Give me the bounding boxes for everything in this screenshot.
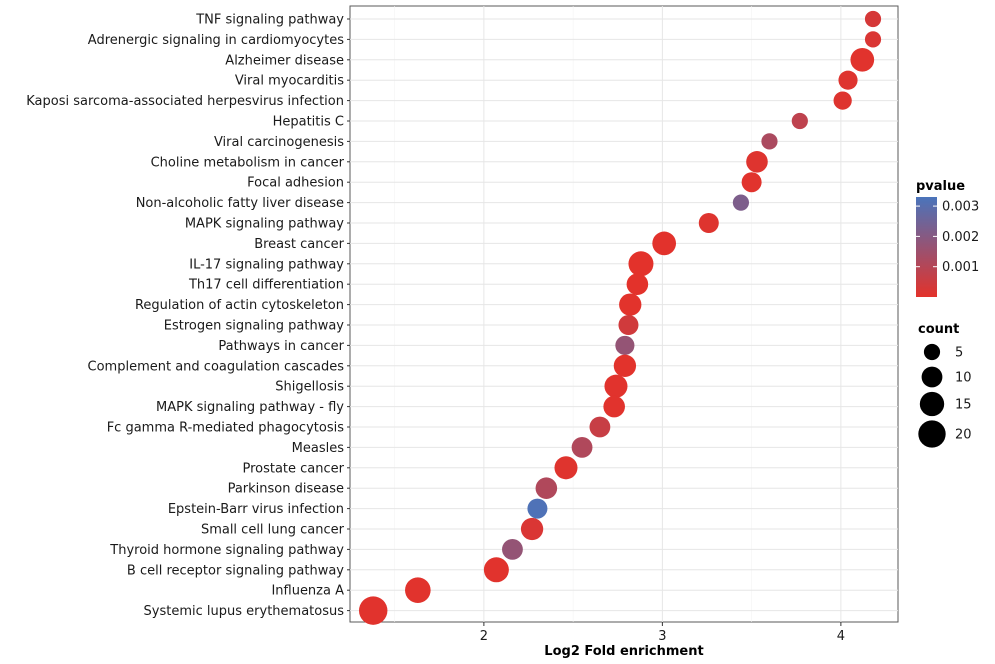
data-point <box>619 293 642 316</box>
x-tick-label: 4 <box>837 629 845 644</box>
data-point <box>618 315 639 335</box>
y-axis-labels: TNF signaling pathway Adrenergic signalin… <box>26 13 350 619</box>
data-point <box>405 577 431 604</box>
y-tick-label: Pathways in cancer <box>218 339 344 354</box>
y-tick-label: Viral myocarditis <box>235 74 344 89</box>
plot-panel <box>349 5 899 623</box>
y-tick-label: Estrogen signaling pathway <box>164 319 345 334</box>
y-tick-label: IL-17 signaling pathway <box>189 257 344 272</box>
color-tick-label: 0.003 <box>942 200 979 215</box>
data-point <box>358 596 388 625</box>
y-tick-label: Choline metabolism in cancer <box>151 155 345 170</box>
data-point <box>761 133 778 150</box>
y-tick-label: Non-alcoholic fatty liver disease <box>136 196 344 211</box>
y-tick-label: Epstein-Barr virus infection <box>168 502 344 517</box>
y-tick-label: MAPK signaling pathway <box>185 217 344 232</box>
data-point <box>613 354 637 377</box>
x-tick-label: 3 <box>658 629 666 644</box>
y-tick-label: Kaposi sarcoma-associated herpesvirus in… <box>26 94 344 109</box>
x-axis-title: Log2 Fold enrichment <box>544 644 703 659</box>
y-tick-label: Prostate cancer <box>242 461 344 476</box>
data-point <box>604 374 628 398</box>
data-point <box>791 112 808 130</box>
y-tick-label: Complement and coagulation cascades <box>88 359 345 374</box>
color-tick-label: 0.001 <box>942 260 979 275</box>
y-tick-label: Adrenergic signaling in cardiomyocytes <box>88 33 344 48</box>
legend: pvalue 0.003 0.002 0.001 count 5 10 15 20 <box>916 179 979 448</box>
y-tick-label: Viral carcinogenesis <box>214 135 344 150</box>
color-legend-title: pvalue <box>916 179 965 194</box>
y-tick-label: MAPK signaling pathway - fly <box>156 400 344 415</box>
data-point <box>838 70 858 90</box>
data-point <box>698 213 719 233</box>
y-tick-label: Shigellosis <box>275 380 344 395</box>
y-tick-label: Measles <box>292 441 345 456</box>
size-legend-label: 20 <box>955 428 972 443</box>
y-tick-label: Focal adhesion <box>247 176 344 191</box>
data-point <box>535 477 558 499</box>
y-tick-label: B cell receptor signaling pathway <box>127 563 344 578</box>
y-tick-label: Fc gamma R-mediated phagocytosis <box>107 421 345 436</box>
data-point <box>502 538 523 560</box>
size-legend-circle <box>918 420 946 448</box>
data-point <box>554 456 578 480</box>
color-tick-label: 0.002 <box>942 230 979 245</box>
size-legend-label: 10 <box>955 371 972 386</box>
data-point <box>850 47 875 72</box>
x-tick-label: 2 <box>480 629 488 644</box>
data-point <box>864 10 882 28</box>
data-point <box>741 172 762 193</box>
color-legend-ticks: 0.003 0.002 0.001 <box>916 200 979 275</box>
size-legend-circle <box>923 343 941 361</box>
data-point <box>746 151 768 173</box>
data-point <box>483 557 509 583</box>
y-tick-label: Thyroid hormone signaling pathway <box>109 543 344 558</box>
data-point <box>520 517 544 541</box>
data-point <box>615 335 635 355</box>
y-tick-label: Systemic lupus erythematosus <box>144 604 345 619</box>
size-legend-entries: 5 10 15 20 <box>918 343 972 448</box>
data-point <box>589 416 611 438</box>
y-tick-label: Th17 cell differentiation <box>188 278 344 293</box>
size-legend-label: 15 <box>955 398 972 413</box>
y-tick-label: TNF signaling pathway <box>195 13 344 28</box>
y-tick-label: Hepatitis C <box>273 115 344 130</box>
size-legend-circle <box>921 366 943 388</box>
data-point <box>527 498 548 519</box>
data-point <box>732 194 750 211</box>
x-axis-ticks: 2 3 4 <box>480 622 845 644</box>
data-point <box>652 231 677 256</box>
y-tick-label: Alzheimer disease <box>225 53 344 68</box>
data-point <box>628 251 654 277</box>
color-legend-bar <box>916 197 937 297</box>
points-layer <box>358 10 882 625</box>
size-legend-circle <box>919 391 945 417</box>
data-point <box>833 91 852 110</box>
y-tick-label: Small cell lung cancer <box>201 523 345 538</box>
y-tick-label: Parkinson disease <box>228 482 344 497</box>
size-legend-title: count <box>918 322 959 337</box>
y-tick-label: Regulation of actin cytoskeleton <box>135 298 344 313</box>
data-point <box>603 395 625 418</box>
y-tick-label: Breast cancer <box>254 237 344 252</box>
y-tick-label: Influenza A <box>271 584 344 599</box>
data-point <box>626 273 649 295</box>
size-legend-label: 5 <box>955 346 963 361</box>
data-point <box>864 31 882 48</box>
data-point <box>571 436 593 458</box>
